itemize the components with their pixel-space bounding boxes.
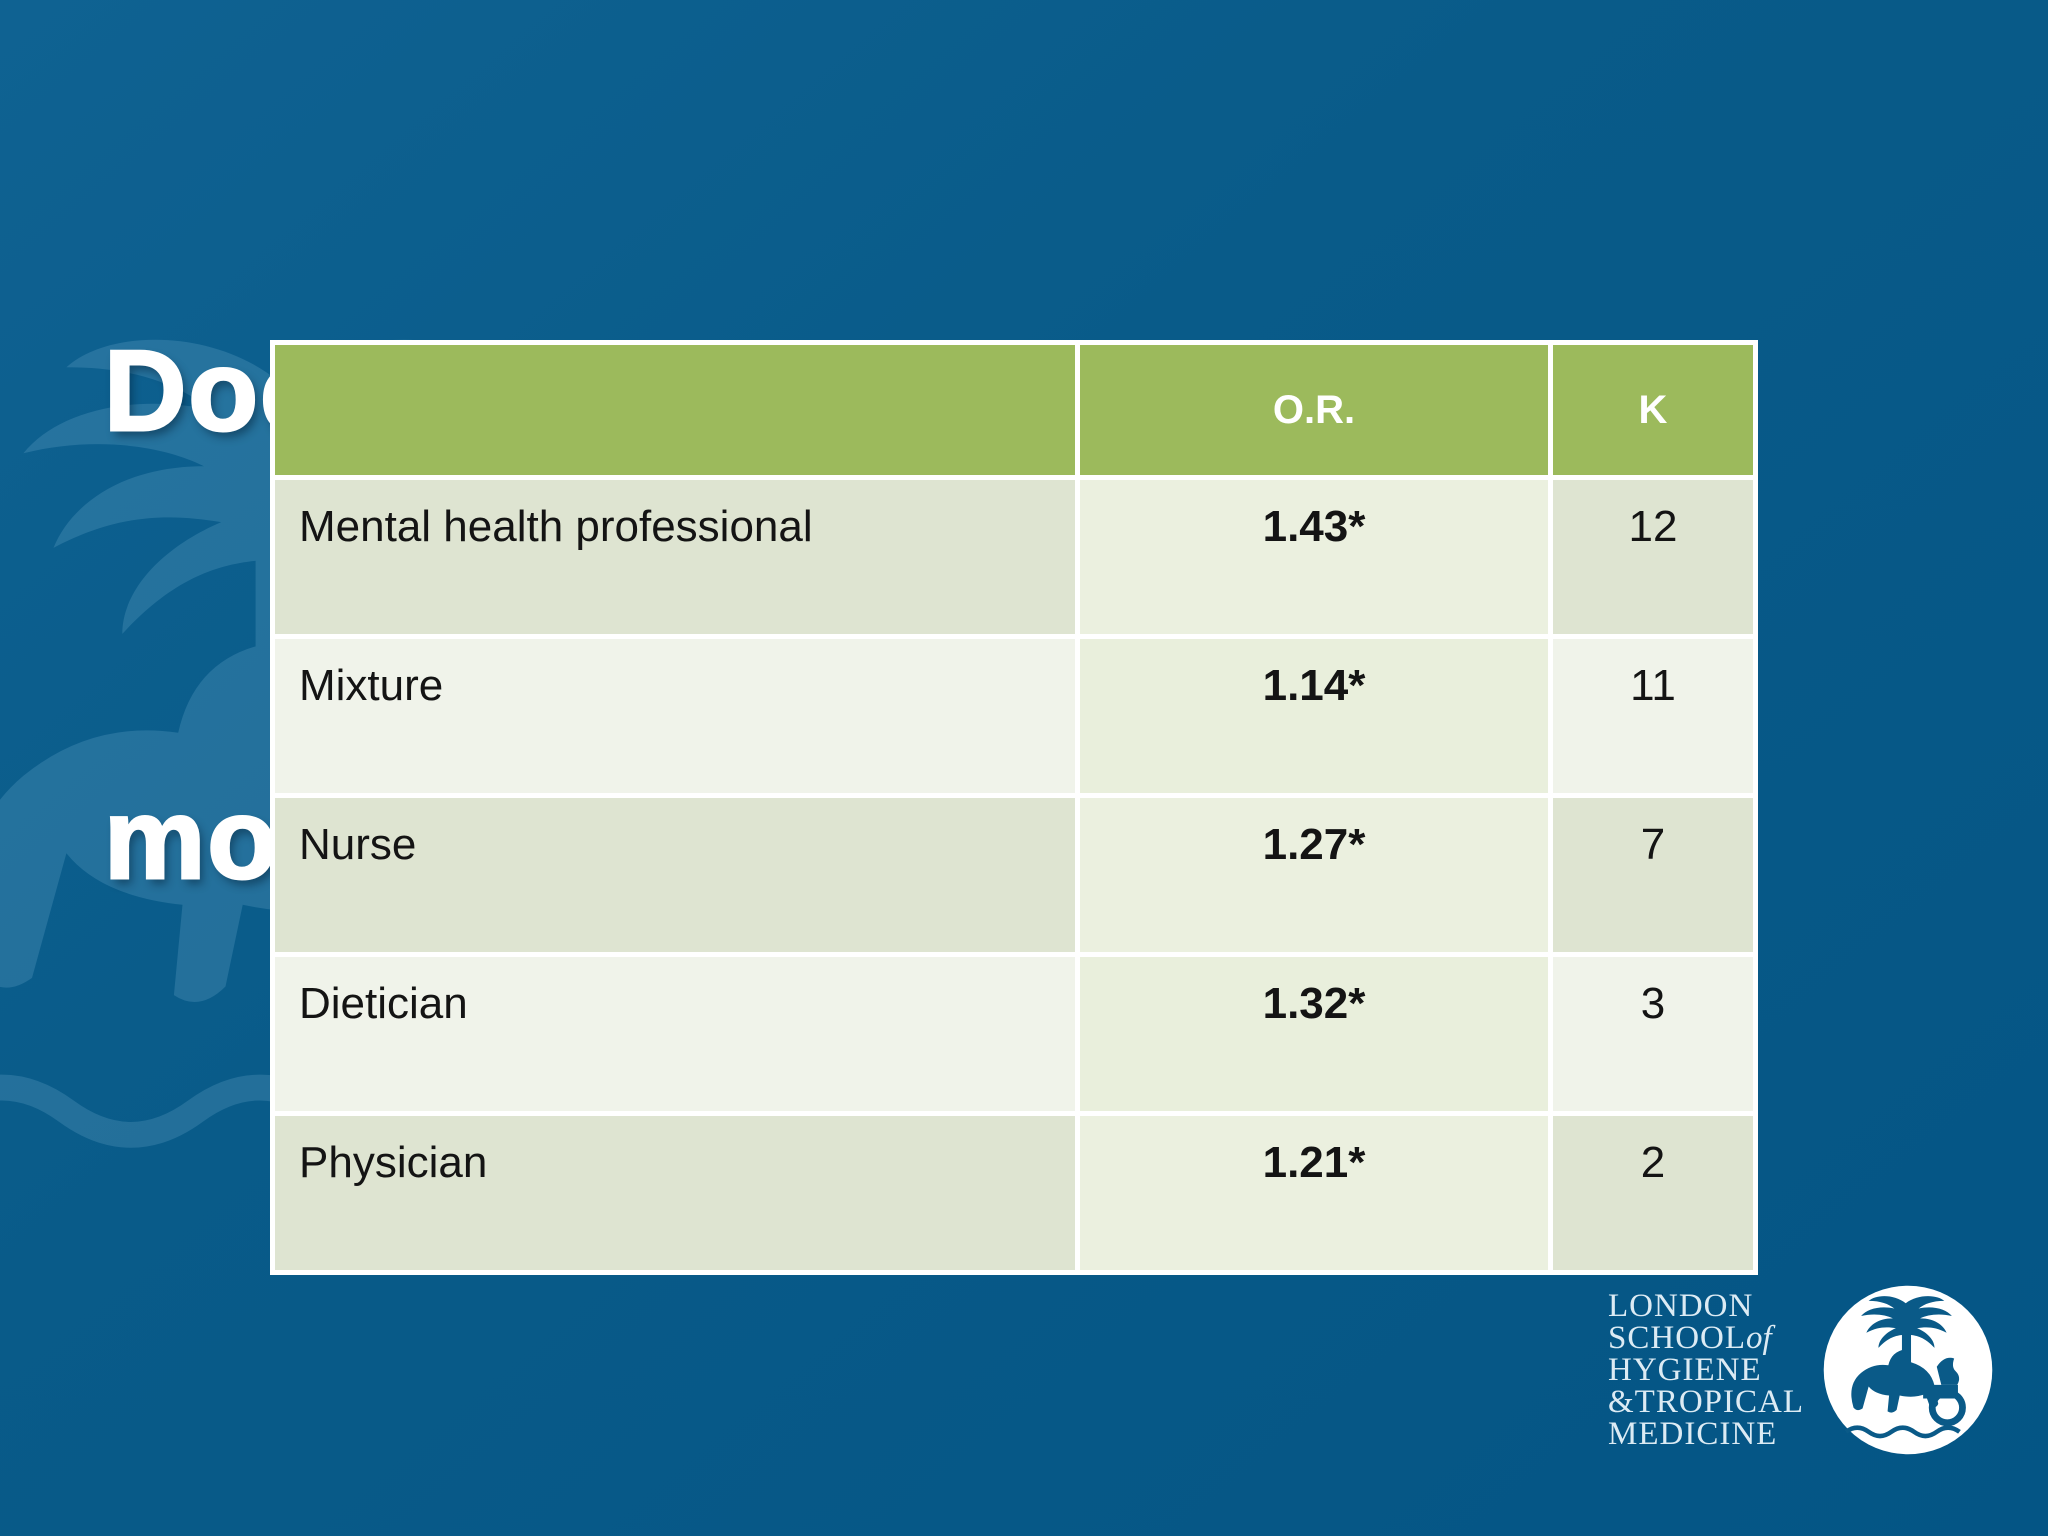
table-header-or: O.R. <box>1080 345 1548 475</box>
table-header-row: O.R. K <box>275 345 1753 475</box>
row-or-value: 1.14* <box>1080 639 1548 793</box>
row-or-value: 1.43* <box>1080 480 1548 634</box>
table-row: Physician 1.21* 2 <box>275 1116 1753 1270</box>
row-k-value: 2 <box>1553 1116 1753 1270</box>
row-label: Physician <box>275 1116 1075 1270</box>
table-row: Dietician 1.32* 3 <box>275 957 1753 1111</box>
row-k-value: 11 <box>1553 639 1753 793</box>
table-row: Mental health professional 1.43* 12 <box>275 480 1753 634</box>
table-header-k: K <box>1553 345 1753 475</box>
row-label: Mixture <box>275 639 1075 793</box>
lshtm-logo-text: LONDON SCHOOLof HYGIENE &TROPICAL MEDICI… <box>1608 1288 1805 1452</box>
row-k-value: 7 <box>1553 798 1753 952</box>
row-label: Nurse <box>275 798 1075 952</box>
logo-line-hygiene: HYGIENE <box>1608 1352 1762 1388</box>
row-k-value: 12 <box>1553 480 1753 634</box>
logo-line-medicine: MEDICINE <box>1608 1416 1778 1452</box>
logo-line-london: LONDON <box>1608 1288 1754 1324</box>
table-row: Nurse 1.27* 7 <box>275 798 1753 952</box>
row-or-value: 1.32* <box>1080 957 1548 1111</box>
table-row: Mixture 1.14* 11 <box>275 639 1753 793</box>
row-or-value: 1.27* <box>1080 798 1548 952</box>
row-label: Mental health professional <box>275 480 1075 634</box>
results-table: O.R. K Mental health professional 1.43* … <box>270 340 1758 1275</box>
table-header-empty <box>275 345 1075 475</box>
lshtm-logo: LONDON SCHOOLof HYGIENE &TROPICAL MEDICI… <box>1608 1284 1994 1456</box>
row-or-value: 1.21* <box>1080 1116 1548 1270</box>
logo-line-tropical: &TROPICAL <box>1608 1384 1805 1420</box>
lshtm-emblem-icon <box>1823 1285 1993 1455</box>
row-label: Dietician <box>275 957 1075 1111</box>
logo-line-school-of: SCHOOLof <box>1608 1320 1772 1356</box>
row-k-value: 3 <box>1553 957 1753 1111</box>
